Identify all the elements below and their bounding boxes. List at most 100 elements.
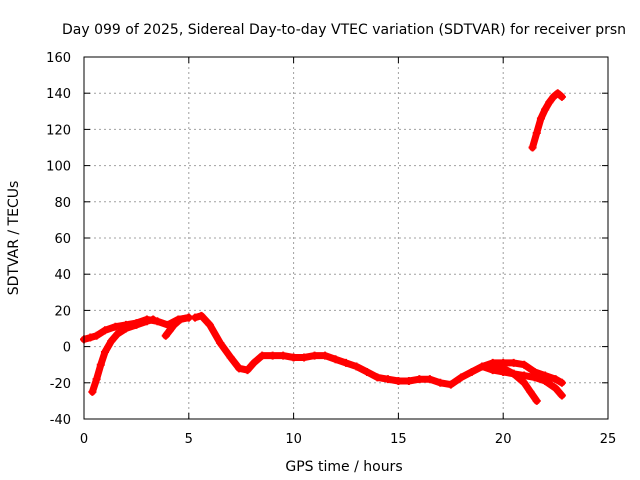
data-point [107,337,116,346]
data-point [342,358,350,367]
data-point [205,320,214,329]
series-arc-main [191,311,566,389]
y-tick-label: 80 [54,196,71,211]
x-tick-label: 15 [390,432,407,447]
data-point [176,315,185,324]
data-point [113,329,122,338]
data-point [545,98,554,107]
data-point [557,378,566,387]
series-arc-small [161,313,193,340]
data-point [92,375,101,384]
data-point [478,362,487,371]
data-point [446,380,455,389]
series-arc-dip [478,362,566,400]
data-point [92,331,101,340]
y-tick-label: -40 [50,413,71,428]
data-point [557,391,566,400]
series-arc-high [528,89,566,152]
data-point [111,322,120,331]
data-point [321,351,330,360]
data-point [415,375,424,384]
x-tick-label: 5 [185,432,193,447]
data-point [520,378,529,387]
data-point [249,358,258,367]
data-point [216,338,225,347]
data-point [520,371,529,380]
data-point [383,375,392,384]
data-point [258,351,267,360]
grid [84,57,608,419]
data-point [191,313,200,322]
data-point [488,366,497,375]
x-axis-label: GPS time / hours [285,459,402,475]
data-point [541,376,550,385]
data-point [310,351,319,360]
data-point [142,317,151,326]
data-point [528,143,537,152]
data-point [289,353,298,362]
ticks: -40 -20 0 20 40 60 80 100 120 140 160 0 5 10 15 20 25 [46,51,616,447]
data-point [526,387,535,396]
data-point [170,320,179,329]
data-point [457,373,466,382]
series-line [88,315,157,396]
data-point [509,358,518,367]
data-point [352,362,361,371]
data-point [553,89,562,98]
data-point [96,360,105,369]
y-tick-label: 100 [46,160,71,175]
x-tick-label: 0 [80,432,88,447]
x-tick-label: 25 [600,432,617,447]
data-point [373,373,382,382]
data-point [279,351,288,360]
data-point [467,367,476,376]
y-tick-label: 160 [46,51,71,66]
y-tick-label: 140 [46,87,71,102]
data-point [499,367,508,376]
data-point [165,326,174,335]
y-tick-label: 0 [63,341,71,356]
chart-title: Day 099 of 2025, Sidereal Day-to-day VTE… [62,22,626,38]
data-point [362,367,371,376]
data-point [404,376,413,385]
data-point [509,369,518,378]
data-point [530,373,539,382]
data-point [551,375,560,384]
y-tick-label: 40 [54,268,71,283]
data-point [197,311,206,320]
data-point [520,360,529,369]
data-point [557,92,566,101]
data-point [549,92,558,101]
data-point [425,375,434,384]
x-tick-label: 10 [285,432,302,447]
data-point [532,129,541,138]
series-layer [80,89,566,405]
data-point [394,376,403,385]
data-point [300,353,309,362]
data-point [532,396,541,405]
data-point [331,355,340,364]
y-tick-label: 20 [54,304,71,319]
data-point [235,364,244,373]
y-axis-label: SDTVAR / TECUs [6,181,22,296]
y-tick-label: 60 [54,232,71,247]
y-tick-label: -20 [50,377,71,392]
data-point [541,105,550,114]
data-point [436,378,445,387]
data-point [149,315,158,324]
x-tick-label: 20 [495,432,512,447]
data-point [100,326,109,335]
data-point [121,324,130,333]
y-tick-label: 120 [46,123,71,138]
data-point [551,384,560,393]
data-point [88,387,97,396]
plot-frame [83,56,609,420]
data-point [243,366,252,375]
data-point [268,351,277,360]
data-point [536,114,545,123]
data-point [161,331,170,340]
data-point [100,348,109,357]
data-point [86,333,95,342]
series-arc-rising [88,315,158,396]
